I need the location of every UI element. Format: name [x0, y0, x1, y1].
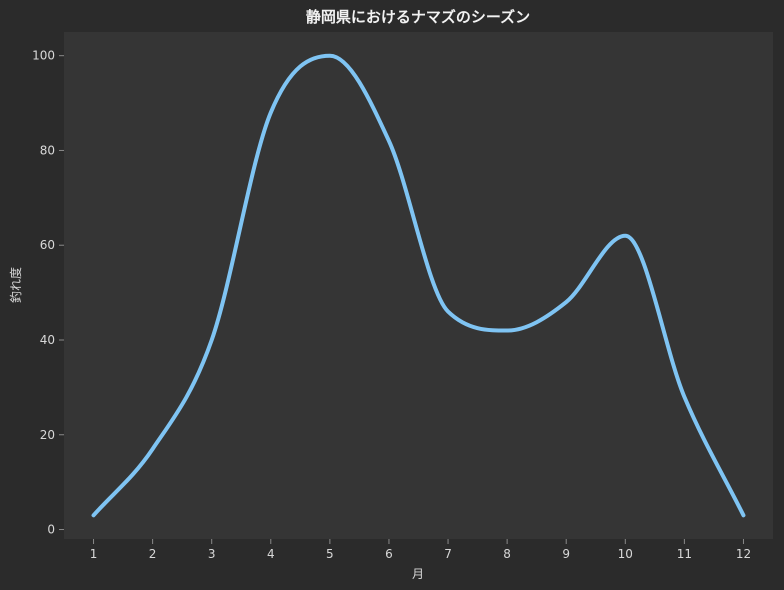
x-tick-label: 6	[385, 547, 393, 561]
x-axis: 1 2 3 4 5 6 7 8 9 10 11 12	[90, 539, 751, 561]
x-tick-label: 10	[618, 547, 633, 561]
plot-area	[64, 32, 773, 539]
y-tick-label: 80	[40, 143, 55, 157]
y-axis-label: 釣れ度	[8, 267, 23, 303]
x-tick-label: 3	[208, 547, 216, 561]
x-tick-label: 1	[90, 547, 98, 561]
x-tick-label: 12	[736, 547, 751, 561]
y-tick-label: 100	[32, 49, 55, 63]
chart-title: 静岡県におけるナマズのシーズン	[306, 8, 530, 26]
x-axis-label: 月	[412, 567, 424, 581]
y-tick-label: 20	[40, 428, 55, 442]
y-tick-label: 0	[47, 523, 55, 537]
x-tick-label: 7	[444, 547, 452, 561]
x-tick-label: 11	[677, 547, 692, 561]
x-tick-label: 8	[503, 547, 511, 561]
series-line-0	[91, 53, 746, 518]
y-tick-label: 40	[40, 333, 55, 347]
x-tick-label: 5	[326, 547, 334, 561]
y-tick-label: 60	[40, 238, 55, 252]
y-axis: 0 20 40 60 80 100	[32, 49, 64, 537]
x-tick-label: 9	[562, 547, 570, 561]
series-layer	[91, 53, 746, 518]
x-tick-label: 2	[149, 547, 157, 561]
x-tick-label: 4	[267, 547, 275, 561]
